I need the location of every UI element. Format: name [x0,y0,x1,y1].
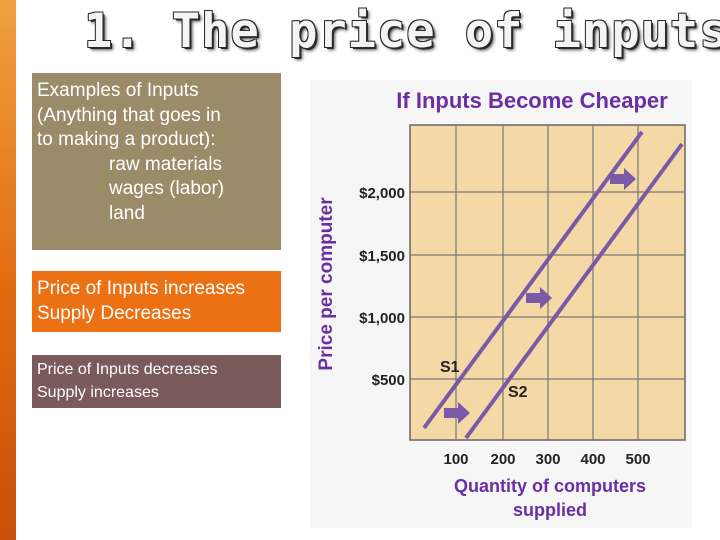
x-tick-label: 400 [580,451,605,468]
slide-title: 1. The price of inputs [84,4,720,59]
right-arrow-icon [444,402,470,424]
input-item-land: land [109,202,145,224]
supply-diagram: If Inputs Become Cheaper S1 S2 $2,000 $1… [316,88,686,520]
x-axis-title-line1: Quantity of computers [454,476,646,496]
y-tick-label: $1,000 [359,310,405,327]
curve-label-s2: S2 [508,384,528,401]
y-tick-label: $500 [372,372,405,389]
y-tick-label: $1,500 [359,248,405,265]
supply-diagram-panel: If Inputs Become Cheaper S1 S2 $2,000 $1… [310,80,692,528]
x-tick-label: 300 [535,451,560,468]
input-increase-box: Price of Inputs increases Supply Decreas… [32,271,281,332]
slide-edge-bar [0,0,16,540]
supply-curve-s2 [464,142,684,440]
decrease-line-2: Supply increases [37,384,159,401]
input-decrease-box: Price of Inputs decreases Supply increas… [32,355,281,408]
increase-line-1: Price of Inputs increases [37,278,246,299]
y-tick-label: $2,000 [359,185,405,202]
y-axis-title: Price per computer [316,197,337,371]
inputs-line-2: (Anything that goes in [37,104,221,126]
input-item-wages: wages (labor) [109,178,225,199]
increase-line-2: Supply Decreases [37,303,192,324]
right-arrow-icon [526,287,552,309]
decrease-line-1: Price of Inputs decreases [37,361,218,378]
x-axis-title-line2: supplied [513,500,587,520]
right-arrow-icon [610,168,636,190]
input-item-raw-materials: raw materials [109,153,222,175]
supply-curve-s1 [422,130,644,430]
inputs-examples-box: Examples of Inputs (Anything that goes i… [32,73,281,250]
x-tick-label: 200 [490,451,515,468]
diagram-title: If Inputs Become Cheaper [396,88,668,113]
curve-label-s1: S1 [440,359,460,376]
inputs-line-1: Examples of Inputs [37,80,199,101]
inputs-line-3: to making a product): [37,129,216,150]
x-tick-label: 500 [625,451,650,468]
x-tick-label: 100 [443,451,468,468]
